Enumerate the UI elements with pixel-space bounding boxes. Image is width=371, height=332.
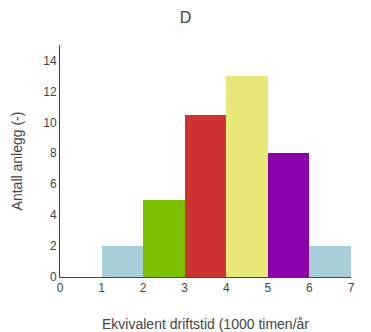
svg-text:4: 4 [223,281,230,295]
svg-text:0: 0 [57,281,64,295]
svg-text:3: 3 [181,281,188,295]
svg-text:14: 14 [43,54,57,68]
svg-text:1: 1 [98,281,105,295]
svg-text:7: 7 [348,281,355,295]
svg-text:4: 4 [50,208,57,222]
svg-text:2: 2 [50,239,57,253]
svg-text:5: 5 [265,281,272,295]
svg-text:10: 10 [43,116,57,130]
svg-text:Antall anlegg (-): Antall anlegg (-) [9,112,25,211]
svg-text:Ekvivalent driftstid (1000 tim: Ekvivalent driftstid (1000 timen/år [102,316,309,332]
svg-text:D: D [180,9,192,26]
svg-text:6: 6 [50,177,57,191]
svg-text:2: 2 [140,281,147,295]
svg-text:8: 8 [50,146,57,160]
svg-text:0: 0 [50,270,57,284]
svg-text:6: 6 [306,281,313,295]
svg-text:12: 12 [43,85,57,99]
